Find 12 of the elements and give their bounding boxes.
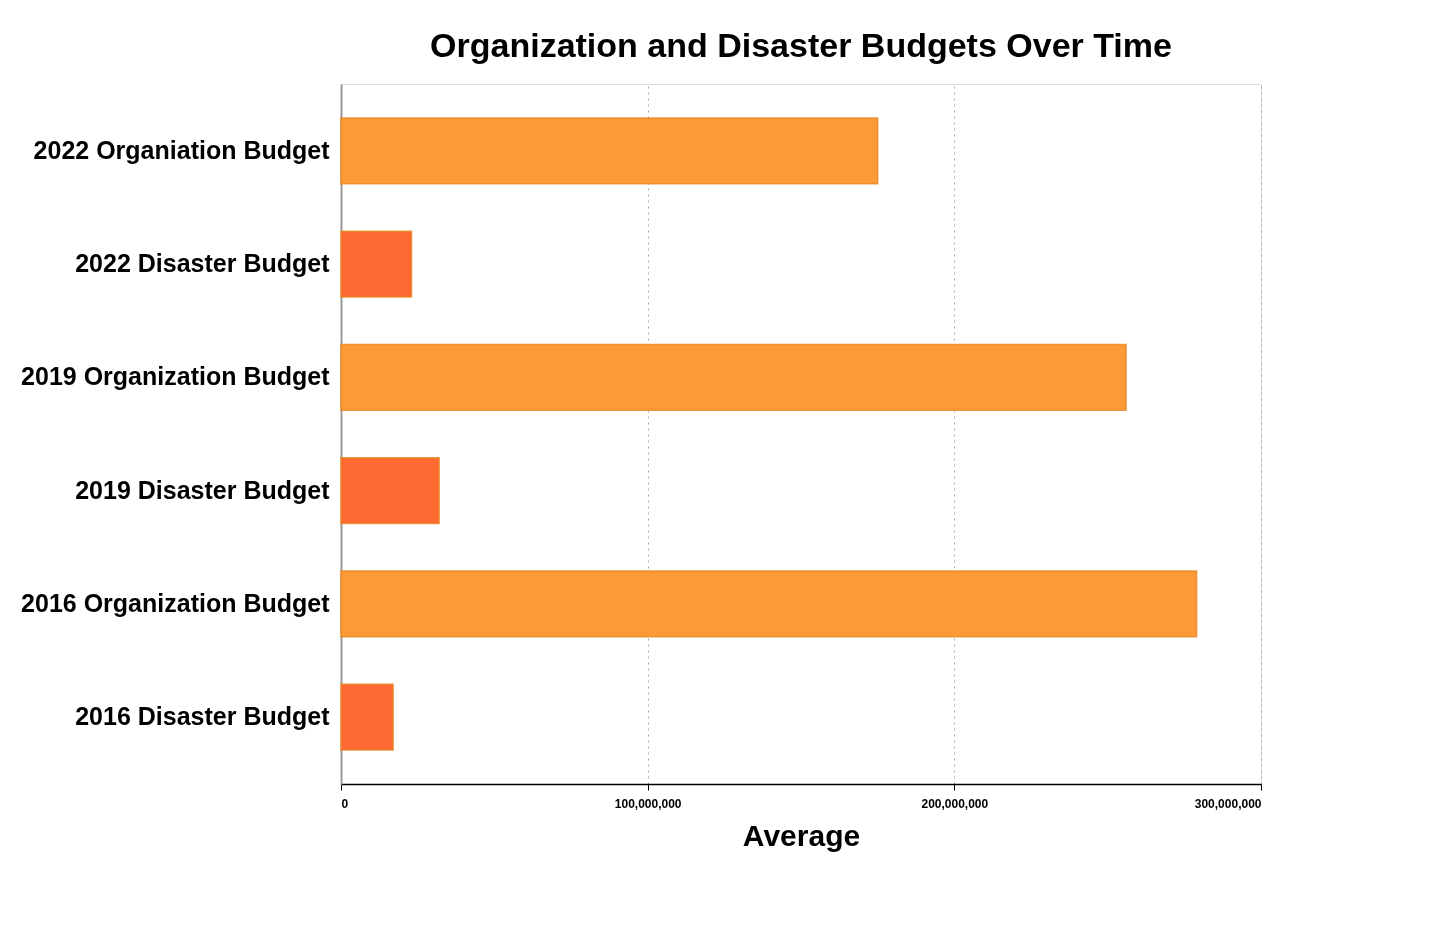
y-tick-label: 2019 Disaster Budget [75,475,331,504]
x-axis-title: Average [742,818,861,852]
y-tick-label: 2019 Organization Budget [21,362,331,391]
y-tick-label: 2016 Organization Budget [21,588,331,617]
x-tick-label: 300,000,000 [1194,796,1262,811]
y-tick-label: 2022 Organiation Budget [33,135,331,164]
x-tick-label: 200,000,000 [921,796,989,811]
x-tick-label: 0 [341,796,349,811]
y-tick-label: 2016 Disaster Budget [75,702,331,731]
chart-title: Organization and Disaster Budgets Over Time [430,26,1172,64]
x-tick-label: 100,000,000 [614,796,682,811]
y-tick-label: 2022 Disaster Budget [75,249,331,278]
